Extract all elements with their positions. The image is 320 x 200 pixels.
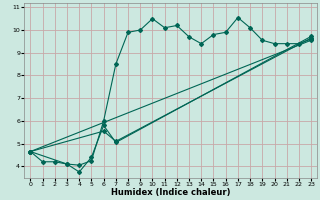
X-axis label: Humidex (Indice chaleur): Humidex (Indice chaleur) <box>111 188 230 197</box>
